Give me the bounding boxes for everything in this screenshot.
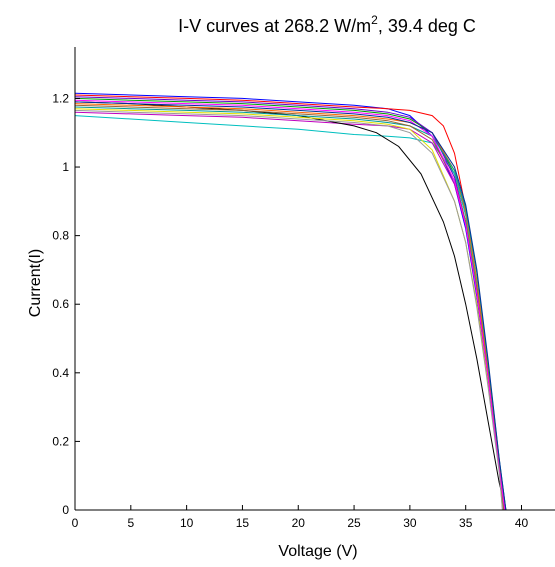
x-tick-label: 35	[459, 516, 473, 530]
x-tick-label: 40	[515, 516, 529, 530]
y-tick-label: 1.2	[52, 91, 69, 105]
series-line	[74, 109, 503, 511]
x-tick-label: 15	[236, 516, 250, 530]
y-axis-label: Current(I)	[27, 249, 44, 317]
series-line	[74, 101, 507, 511]
y-tick-label: 1	[62, 160, 69, 174]
series-line	[74, 106, 507, 511]
chart-title: I-V curves at 268.2 W/m2, 39.4 deg C	[178, 13, 476, 36]
plot-area	[74, 92, 507, 511]
x-tick-label: 25	[347, 516, 361, 530]
y-tick-label: 0	[62, 503, 69, 517]
y-tick-label: 0.6	[52, 297, 69, 311]
x-tick-label: 10	[180, 516, 194, 530]
x-tick-label: 20	[292, 516, 306, 530]
x-axis-label: Voltage (V)	[278, 543, 357, 560]
y-tick-label: 0.4	[52, 366, 69, 380]
series-line	[74, 101, 507, 511]
y-tick-label: 0.2	[52, 434, 69, 448]
series-line	[74, 115, 506, 511]
x-tick-label: 0	[72, 516, 79, 530]
y-axis: 0 0.2 0.4 0.6 0.8 1 1.2	[52, 47, 80, 517]
series-line	[74, 103, 506, 511]
x-tick-label: 5	[127, 516, 134, 530]
x-axis: 0 5 10 15 20 25 30 35 40	[72, 505, 555, 530]
series-line	[74, 111, 503, 511]
series-line	[74, 97, 505, 511]
series-line	[74, 99, 506, 511]
x-tick-label: 30	[403, 516, 417, 530]
series-line	[74, 92, 506, 511]
y-tick-label: 0.8	[52, 229, 69, 243]
